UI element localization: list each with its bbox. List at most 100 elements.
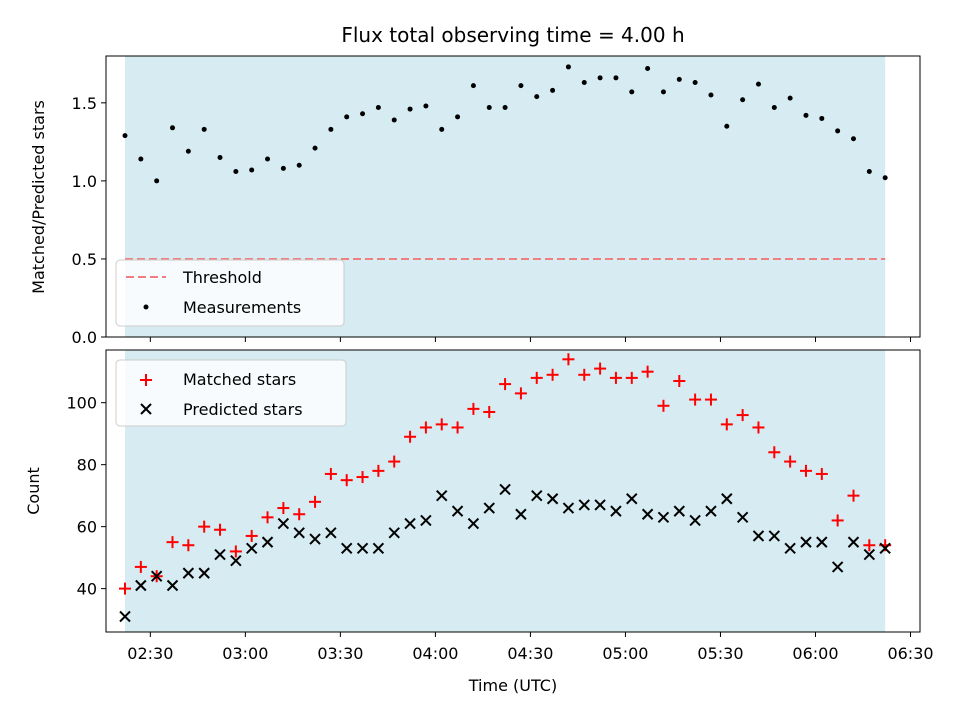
measurement-point <box>375 105 381 111</box>
measurement-point <box>819 115 825 121</box>
chart-title: Flux total observing time = 4.00 h <box>341 23 684 47</box>
legend-matched-label: Matched stars <box>183 370 296 389</box>
matched-point <box>229 545 242 558</box>
matched-point <box>324 467 337 480</box>
measurement-point <box>217 154 223 160</box>
predicted-point <box>816 536 828 548</box>
predicted-point <box>546 493 559 505</box>
measurement-point <box>565 64 571 70</box>
measurement-point <box>692 80 698 86</box>
measurement-point <box>122 133 128 139</box>
predicted-point <box>752 530 765 542</box>
predicted-point <box>388 527 400 539</box>
matched-point <box>356 471 369 484</box>
measurement-point <box>629 89 635 95</box>
measurement-point <box>597 75 603 81</box>
y-tick-label: 1.0 <box>72 172 97 191</box>
matched-point <box>372 464 385 477</box>
measurement-point <box>486 105 492 111</box>
predicted-point <box>467 517 480 530</box>
measurement-point <box>724 123 730 129</box>
y-tick-label: 1.5 <box>72 94 97 113</box>
measurement-point <box>328 126 334 132</box>
measurement-point <box>660 89 666 95</box>
matched-point <box>815 467 828 480</box>
matched-point <box>831 514 844 527</box>
top-y-axis-label: Matched/Predicted stars <box>29 100 48 294</box>
matched-point <box>736 409 749 422</box>
predicted-point <box>150 570 163 582</box>
matched-point <box>768 446 781 459</box>
y-tick-label: 0.0 <box>72 328 97 347</box>
bottom-axes-frame <box>105 349 921 633</box>
matched-point <box>467 402 480 415</box>
measurement-point <box>470 83 476 89</box>
predicted-point <box>499 483 511 496</box>
predicted-point <box>641 508 654 520</box>
predicted-point <box>689 514 701 527</box>
measurement-point <box>154 178 160 184</box>
measurement-point <box>645 65 651 71</box>
predicted-point <box>784 542 796 555</box>
predicted-point <box>768 530 781 542</box>
y-tick-label: 40 <box>77 580 97 599</box>
predicted-point <box>182 567 195 579</box>
predicted-point <box>230 555 242 567</box>
matched-point <box>609 371 622 384</box>
matched-point <box>499 378 512 391</box>
matched-point <box>720 418 733 431</box>
top-legend: Threshold Measurements <box>115 259 345 327</box>
measurement-point <box>613 75 619 81</box>
measurement-point <box>882 175 888 181</box>
predicted-point <box>325 527 337 539</box>
matched-point <box>704 393 717 406</box>
legend-measurements-swatch <box>143 304 149 310</box>
predicted-point <box>610 505 622 517</box>
measurement-point <box>407 106 413 112</box>
predicted-point <box>673 505 685 517</box>
measurement-point <box>534 94 540 100</box>
measurement-point <box>233 169 239 175</box>
predicted-point <box>831 561 844 573</box>
measurement-point <box>439 126 445 132</box>
bottom-y-ticks: 40 60 80 100 <box>66 394 106 599</box>
matched-point <box>514 387 527 400</box>
predicted-point <box>594 499 606 511</box>
matched-point <box>562 353 575 366</box>
measurement-point <box>550 87 556 93</box>
predicted-point <box>341 542 353 555</box>
matched-point <box>293 508 306 521</box>
measurement-point <box>265 156 271 162</box>
matched-point <box>594 362 607 375</box>
predicted-point <box>721 493 733 505</box>
y-tick-label: 100 <box>66 394 97 413</box>
matched-point <box>847 489 860 502</box>
measurement-point <box>708 92 714 98</box>
matched-point <box>483 405 496 418</box>
predicted-point <box>404 517 416 530</box>
measurement-point <box>787 95 793 101</box>
measurement-point <box>391 117 397 123</box>
measurement-point <box>201 126 207 132</box>
matched-point <box>451 421 464 434</box>
predicted-point <box>135 579 147 592</box>
matched-point <box>309 495 322 508</box>
measurement-point <box>518 83 524 89</box>
matched-point <box>245 529 258 542</box>
legend-predicted-swatch <box>140 403 152 415</box>
matched-point <box>689 393 702 406</box>
top-panel: 0.0 0.5 1.0 1.5 Matched/Predicted stars Thr… <box>29 55 921 347</box>
predicted-point <box>879 542 891 555</box>
measurement-points <box>122 64 888 184</box>
predicted-point <box>166 579 179 592</box>
predicted-point <box>657 511 670 524</box>
measurement-point <box>138 156 144 162</box>
measurement-point <box>455 114 461 120</box>
predicted-point <box>626 493 638 505</box>
x-tick-label: 03:30 <box>317 644 363 663</box>
predicted-point <box>515 508 527 520</box>
top-legend-box <box>115 259 345 327</box>
predicted-point <box>483 502 495 514</box>
predicted-point <box>372 542 385 555</box>
predicted-point <box>277 517 290 530</box>
